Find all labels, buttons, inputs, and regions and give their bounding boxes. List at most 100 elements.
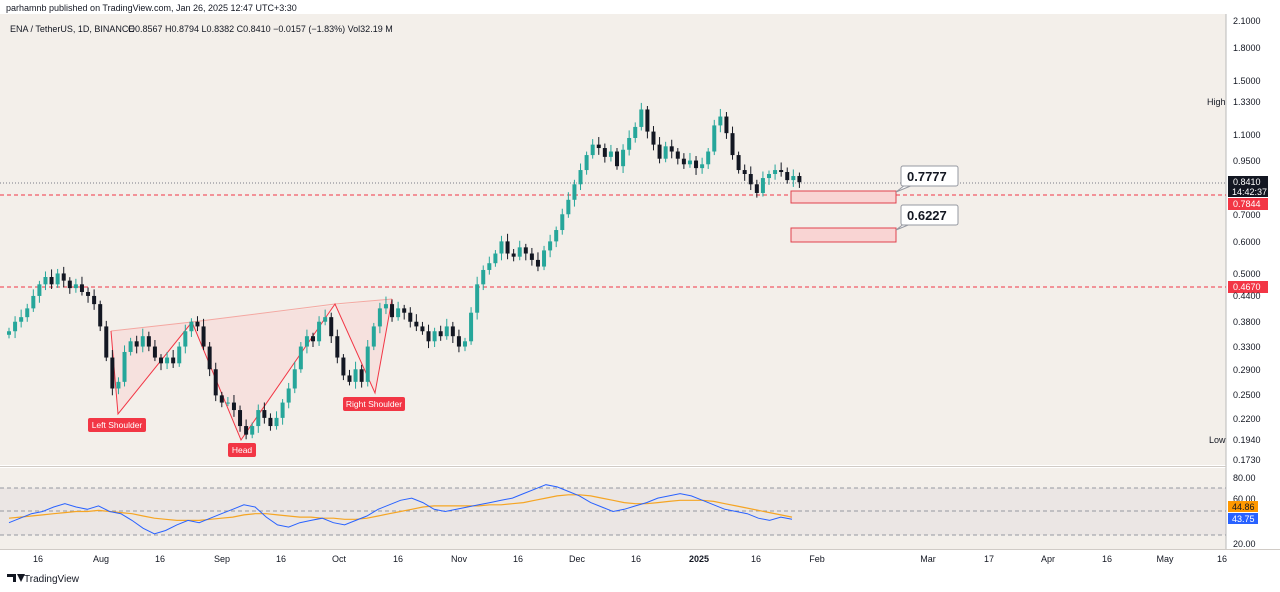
price-tick: 0.2200 [1233, 414, 1261, 424]
callout-0.6227[interactable]: 0.6227 [895, 204, 959, 231]
tradingview-logo[interactable]: TradingView [7, 574, 80, 585]
candle-body [797, 176, 802, 183]
candle-body [128, 341, 133, 352]
candle-body [159, 357, 163, 364]
candle-body [256, 410, 261, 427]
candle-body [274, 417, 279, 427]
candle-body [244, 426, 249, 435]
pattern-zigzag [110, 298, 393, 442]
callout-2-text: 0.6227 [907, 208, 947, 223]
rsi-ma-line [8, 494, 793, 522]
candle-body [475, 284, 480, 313]
time-tick: 16 [1217, 554, 1227, 564]
candle-body [13, 321, 18, 332]
time-tick: 17 [984, 554, 994, 564]
price-tick-high: 1.3300 [1233, 97, 1261, 107]
candle-body [469, 312, 474, 342]
candle-body [511, 253, 516, 257]
candle-body [779, 170, 784, 173]
candle-body [542, 250, 547, 267]
candle-body [578, 170, 583, 185]
price-axis: 2.1000 1.8000 1.5000 High 1.3300 1.1000 … [1207, 16, 1268, 465]
callout-0.7777[interactable]: 0.7777 [895, 165, 959, 193]
candle-body [742, 170, 747, 175]
candles-group [7, 102, 802, 440]
candle-body [627, 137, 632, 150]
callout-2-box [900, 204, 959, 226]
candle-body [651, 131, 656, 145]
candle-body [408, 312, 413, 322]
candle-body [639, 109, 644, 127]
candle-body [444, 326, 449, 337]
main-plot-background [0, 14, 1226, 465]
rsi-tick: 20.00 [1233, 539, 1256, 549]
right-shoulder-label: Right Shoulder [343, 397, 405, 411]
candle-body [25, 308, 30, 318]
price-tick: 0.2500 [1233, 390, 1261, 400]
candle-body [49, 277, 54, 285]
candle-body [523, 247, 528, 254]
published-by-text: parhamnb published on TradingView.com, J… [6, 3, 297, 13]
candle-body [706, 151, 711, 165]
candle-body [86, 291, 91, 296]
candle-body [663, 146, 668, 159]
price-tick: 0.9500 [1233, 156, 1261, 166]
candle-body [298, 346, 303, 370]
candle-body [396, 308, 401, 318]
price-tick: 0.1730 [1233, 455, 1261, 465]
level-badge-a-text: 0.7844 [1233, 199, 1261, 209]
pattern-neckline [110, 298, 393, 332]
time-tick: Sep [214, 554, 230, 564]
time-tick: 16 [155, 554, 165, 564]
time-tick: 16 [276, 554, 286, 564]
target-zone-2[interactable] [790, 227, 897, 243]
time-tick: Mar [920, 554, 936, 564]
rsi-badge-text: 43.75 [1232, 514, 1255, 524]
target-zone-1[interactable] [790, 190, 897, 204]
candle-body [730, 133, 735, 156]
candle-body [432, 331, 437, 342]
price-tick: 1.5000 [1233, 76, 1261, 86]
candle-body [785, 172, 790, 181]
candle-body [529, 253, 534, 260]
candle-body [548, 241, 553, 251]
candle-body [353, 369, 358, 382]
pattern-fill [111, 299, 392, 440]
candle-body [165, 357, 170, 364]
candle-body [754, 184, 759, 193]
symbol-text: ENA / TetherUS, 1D, BINANCE [10, 24, 134, 34]
countdown-text: 14:42:37 [1232, 187, 1267, 197]
candle-body [420, 326, 425, 332]
candle-body [426, 331, 431, 342]
candle-body [171, 357, 176, 364]
price-tick: 0.5000 [1233, 269, 1261, 279]
time-tick: May [1156, 554, 1174, 564]
level-badge-a [1228, 198, 1268, 210]
rsi-line [8, 484, 793, 535]
price-tick: 0.3300 [1233, 342, 1261, 352]
candle-body [499, 241, 504, 254]
candle-body [596, 144, 601, 149]
candle-body [736, 155, 741, 171]
price-tick-low: 0.1940 [1233, 435, 1261, 445]
tradingview-logo-icon [7, 574, 25, 582]
candle-body [189, 321, 194, 332]
candle-body [201, 326, 206, 347]
candle-body [207, 346, 212, 370]
candle-body [572, 184, 577, 200]
candle-body [79, 284, 84, 292]
candle-body [633, 126, 638, 138]
candle-body [292, 369, 297, 389]
price-tick: 2.1000 [1233, 16, 1261, 26]
head-badge [228, 443, 256, 457]
candle-body [487, 263, 492, 270]
candle-body [67, 280, 72, 289]
head-label: Head [228, 443, 256, 457]
rsi-axis: 80.00 60.00 44.86 43.75 20.00 [1228, 473, 1258, 549]
candle-body [104, 326, 109, 358]
ohlc-text: O0.8567 H0.8794 L0.8382 C0.8410 −0.0157 … [128, 24, 393, 34]
candle-body [110, 357, 115, 389]
candle-body [608, 151, 613, 157]
candle-body [268, 417, 273, 427]
